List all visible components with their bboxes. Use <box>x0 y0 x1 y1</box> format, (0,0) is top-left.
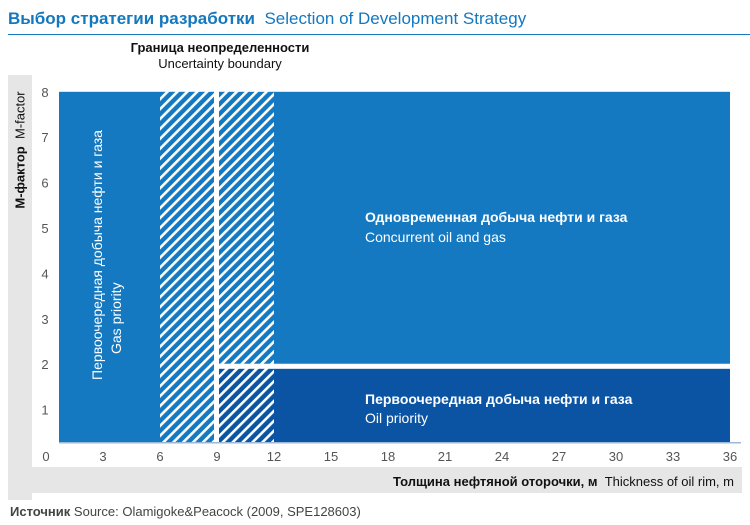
uncertainty-boundary-label: Граница неопределенности Uncertainty bou… <box>110 40 330 72</box>
region-concurrent <box>217 91 730 369</box>
y-tick-label: 8 <box>41 85 48 100</box>
uncertainty-boundary-line <box>214 72 219 442</box>
x-tick-label: 15 <box>324 449 338 464</box>
x-tick-label: 27 <box>552 449 566 464</box>
x-tick-label: 6 <box>156 449 163 464</box>
x-tick-label: 18 <box>381 449 395 464</box>
concurrent-label-en: Concurrent oil and gas <box>365 229 506 245</box>
concurrent-label-ru: Одновременная добыча нефти и газа <box>365 209 628 225</box>
gas-priority-label-ru: Первоочередная добыча нефти и газа <box>89 130 105 380</box>
oil-priority-boundary-line <box>216 363 741 369</box>
y-tick-label: 7 <box>41 130 48 145</box>
x-tick-label: 21 <box>438 449 452 464</box>
y-axis-label-band <box>8 75 32 500</box>
source-text: Source: Olamigoke&Peacock (2009, SPE1286… <box>73 504 361 519</box>
x-axis-label-ru: Толщина нефтяной оторочки, м <box>392 474 598 489</box>
source-label-ru: Источник <box>10 504 71 519</box>
gas-priority-label-en: Gas priority <box>108 282 124 354</box>
chart-title-ru: Выбор стратегии разработки <box>8 9 255 28</box>
y-tick-label: 6 <box>41 176 48 191</box>
x-axis-label: Толщина нефтяной оторочки, м Thickness o… <box>393 474 734 489</box>
x-tick-label: 9 <box>213 449 220 464</box>
title-divider <box>8 34 750 35</box>
uncertainty-label-ru: Граница неопределенности <box>130 40 310 55</box>
y-tick-label: 1 <box>41 403 48 418</box>
x-axis-label-band <box>32 467 742 493</box>
chart-title: Выбор стратегии разработки Selection of … <box>8 9 526 29</box>
x-tick-label: 12 <box>267 449 281 464</box>
uncertainty-label-en: Uncertainty boundary <box>158 56 282 71</box>
plot-bottom-edge <box>59 442 741 444</box>
x-tick-label: 36 <box>723 449 737 464</box>
x-axis-label-en: Thickness of oil rim, m <box>604 474 734 489</box>
y-tick-label: 2 <box>41 357 48 372</box>
y-tick-label: 3 <box>41 312 48 327</box>
x-tick-label: 30 <box>609 449 623 464</box>
oil-priority-label-en: Oil priority <box>365 410 428 426</box>
x-tick-label: 33 <box>666 449 680 464</box>
x-tick-label: 3 <box>99 449 106 464</box>
x-tick-label: 24 <box>495 449 509 464</box>
chart-title-en: Selection of Development Strategy <box>264 9 527 28</box>
x-tick-label: 0 <box>42 449 49 464</box>
y-tick-label: 4 <box>41 266 48 281</box>
region-oil-priority <box>217 368 730 442</box>
y-tick-label: 5 <box>41 221 48 236</box>
oil-priority-label-ru: Первоочередная добыча нефти и газа <box>365 391 633 407</box>
source-note: Источник Source: Olamigoke&Peacock (2009… <box>10 504 361 519</box>
